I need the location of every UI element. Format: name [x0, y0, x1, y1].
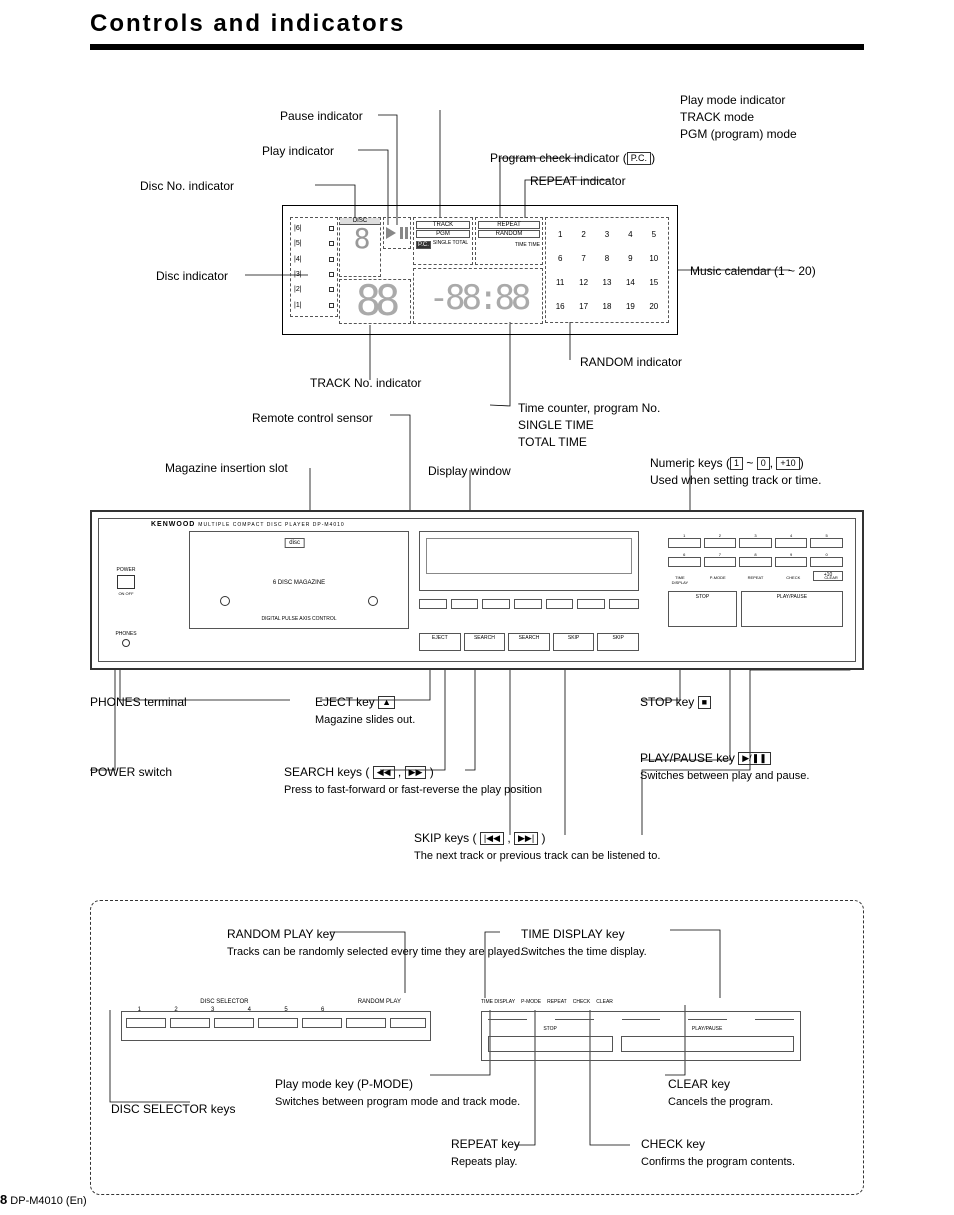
page-title: Controls and indicators [90, 10, 864, 50]
detail-function-row: STOP PLAY/PAUSE [481, 1011, 801, 1061]
disc-selector-4[interactable] [514, 599, 542, 609]
callout-music-calendar: Music calendar (1 ~ 20) [690, 263, 816, 280]
detail-disc-2[interactable] [170, 1018, 210, 1028]
callout-repeat-key: REPEAT key Repeats play. [451, 1136, 520, 1170]
time-display: -88:88 [413, 268, 543, 324]
transport-controls: EJECT SEARCH SEARCH SKIP SKIP [419, 633, 639, 651]
pause-icon [400, 227, 408, 239]
numkey-8[interactable] [739, 557, 772, 567]
callout-time-counter: Time counter, program No. SINGLE TIME TO… [518, 400, 660, 450]
callout-play-indicator: Play indicator [262, 143, 334, 160]
numkey-3[interactable] [739, 538, 772, 548]
callout-skip-keys: SKIP keys ( |◀◀ , ▶▶| ) The next track o… [414, 830, 660, 864]
numkey-2[interactable] [704, 538, 737, 548]
disc-selector-5[interactable] [546, 599, 574, 609]
mode-indicator-box: TRACK PGM P.C.SINGLE TOTAL [413, 217, 473, 265]
disc-selector-6[interactable] [577, 599, 605, 609]
disc-selector-2[interactable] [451, 599, 479, 609]
callout-power-switch: POWER switch [90, 764, 172, 781]
callout-stop-key: STOP key ■ [640, 694, 711, 711]
callout-play-mode-indicator: Play mode indicator TRACK mode PGM (prog… [680, 92, 797, 142]
detail-disc-selector-row [121, 1011, 431, 1041]
callout-pmode-key: Play mode key (P-MODE) Switches between … [275, 1076, 520, 1110]
callout-remote-sensor: Remote control sensor [252, 410, 373, 427]
callout-pause-indicator: Pause indicator [280, 108, 363, 125]
skip-fwd-icon: ▶▶| [514, 832, 538, 845]
player-display-window [419, 531, 639, 591]
skip-back-icon: |◀◀ [480, 832, 504, 845]
detail-disc-5[interactable] [302, 1018, 342, 1028]
callout-search-keys: SEARCH keys ( ◀◀ , ▶▶ ) Press to fast-fo… [284, 764, 542, 798]
numkey-7[interactable] [704, 557, 737, 567]
power-switch[interactable]: POWER ON OFF [107, 567, 145, 596]
play-pause-indicator [383, 217, 411, 249]
magazine-slot[interactable]: disc 6 DISC MAGAZINE DIGITAL PULSE AXIS … [189, 531, 409, 629]
play-pause-button[interactable]: PLAY/PAUSE [741, 591, 843, 627]
disc-selector-3[interactable] [482, 599, 510, 609]
repeat-random-indicator-box: REPEAT RANDOM TIME TIME [475, 217, 543, 265]
numkey-4[interactable] [775, 538, 808, 548]
callout-program-check-indicator: Program check indicator (P.C.) [490, 150, 655, 167]
callout-repeat-indicator: REPEAT indicator [530, 173, 626, 190]
eject-button[interactable]: EJECT [419, 633, 461, 651]
callout-numeric-keys: Numeric keys (1 ~ 0, +10) Used when sett… [650, 455, 821, 489]
callout-eject-key: EJECT key ▲ Magazine slides out. [315, 694, 415, 728]
eject-icon: ▲ [378, 696, 395, 709]
skip-fwd-button[interactable]: SKIP [597, 633, 639, 651]
callout-time-display-key: TIME DISPLAY key Switches the time displ… [521, 926, 647, 960]
search-back-button[interactable]: SEARCH [464, 633, 506, 651]
cd-logo-icon: disc [284, 538, 305, 548]
numkey-6[interactable] [668, 557, 701, 567]
detail-play-button[interactable] [621, 1036, 795, 1052]
callout-clear-key: CLEAR key Cancels the program. [668, 1076, 773, 1110]
disc-selector-row [419, 595, 639, 613]
callout-play-pause-key: PLAY/PAUSE key ▶/❚❚ Switches between pla… [640, 750, 809, 784]
callout-disc-selector-keys: DISC SELECTOR keys [111, 1101, 235, 1118]
callout-magazine-slot: Magazine insertion slot [165, 460, 288, 477]
numkey-0[interactable] [810, 557, 843, 567]
detail-disc-3[interactable] [214, 1018, 254, 1028]
numkey-5[interactable] [810, 538, 843, 548]
stop-icon: ■ [698, 696, 711, 709]
detail-disc-6[interactable] [346, 1018, 386, 1028]
function-labels: TIME DISPLAYP-MODEREPEATCHECKCLEAR [668, 575, 843, 585]
detail-panel: RANDOM PLAY key Tracks can be randomly s… [90, 900, 864, 1195]
numkey-9[interactable] [775, 557, 808, 567]
detail-stop-button[interactable] [488, 1036, 613, 1052]
callout-display-window: Display window [428, 463, 511, 480]
callout-disc-indicator: Disc indicator [156, 268, 228, 285]
callout-random-play-key: RANDOM PLAY key Tracks can be randomly s… [227, 926, 523, 960]
callout-check-key: CHECK key Confirms the program contents. [641, 1136, 795, 1170]
callout-track-no-indicator: TRACK No. indicator [310, 375, 421, 392]
detail-disc-1[interactable] [126, 1018, 166, 1028]
play-icon [386, 227, 396, 239]
brand-label: KENWOOD MULTIPLE COMPACT DISC PLAYER DP-… [151, 521, 345, 528]
diagram-canvas: Pause indicator Play indicator Disc No. … [90, 50, 864, 1150]
numeric-keypad: 12345 67890 +10 [668, 533, 843, 581]
cd-player-unit: KENWOOD MULTIPLE COMPACT DISC PLAYER DP-… [90, 510, 864, 670]
disc-list-indicator: |6| |5| |4| |3| |2| |1| [290, 217, 338, 317]
detail-disc-4[interactable] [258, 1018, 298, 1028]
play-pause-icon: ▶/❚❚ [738, 752, 771, 765]
fastfwd-icon: ▶▶ [405, 766, 427, 779]
main-transport: STOP PLAY/PAUSE [668, 591, 843, 627]
disc-number-display: DISC 8 [339, 217, 381, 277]
callout-disc-no-indicator: Disc No. indicator [140, 178, 234, 195]
numkey-1[interactable] [668, 538, 701, 548]
music-calendar: 12345 678910 1112131415 1617181920 [545, 217, 669, 323]
skip-back-button[interactable]: SKIP [553, 633, 595, 651]
track-number-display: 88 [339, 279, 411, 324]
rewind-icon: ◀◀ [373, 766, 395, 779]
callout-random-indicator: RANDOM indicator [580, 354, 682, 371]
disc-selector-1[interactable] [419, 599, 447, 609]
phones-terminal[interactable]: PHONES [107, 631, 145, 649]
detail-random-play[interactable] [390, 1018, 426, 1028]
page-footer: 8 DP-M4010 (En) [0, 1192, 87, 1207]
random-play-button[interactable] [609, 599, 639, 609]
search-fwd-button[interactable]: SEARCH [508, 633, 550, 651]
stop-button[interactable]: STOP [668, 591, 737, 627]
callout-phones-terminal: PHONES terminal [90, 694, 187, 711]
